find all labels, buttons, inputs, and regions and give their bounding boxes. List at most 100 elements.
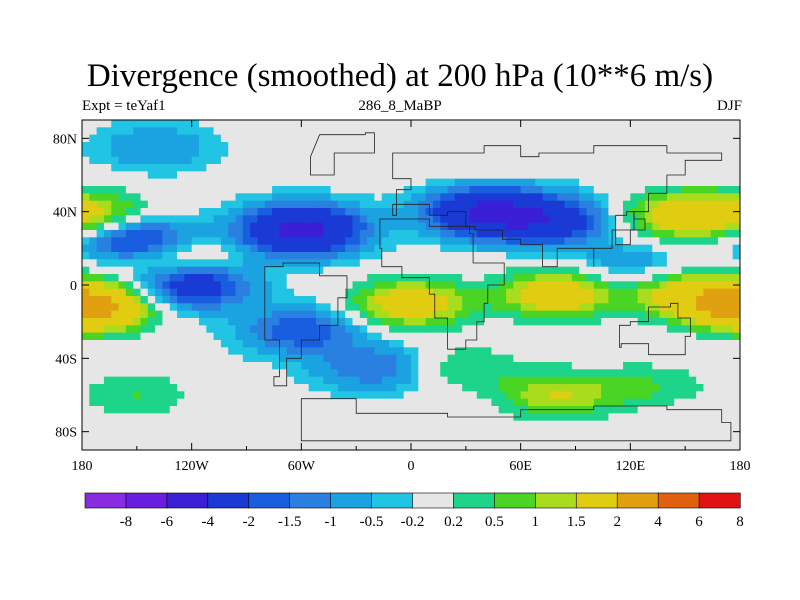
field-cell — [425, 266, 434, 275]
field-cell — [381, 398, 390, 407]
field-cell — [250, 398, 259, 407]
field-cell — [235, 428, 244, 436]
field-cell — [294, 252, 302, 260]
field-cell — [242, 406, 251, 414]
colorbar-swatch — [453, 492, 495, 509]
field-cell — [118, 186, 127, 194]
field-cell — [623, 156, 631, 165]
field-cell — [557, 274, 566, 282]
field-cell — [184, 164, 193, 172]
field-cell — [549, 164, 558, 172]
field-cell — [272, 127, 280, 136]
field-cell — [659, 420, 668, 429]
field-cell — [623, 288, 631, 297]
field-cell — [513, 208, 522, 216]
field-cell — [513, 318, 522, 326]
field-cell — [389, 259, 397, 268]
field-cell — [381, 406, 390, 414]
field-cell — [352, 127, 361, 136]
field-cell — [608, 208, 617, 216]
field-cell — [732, 244, 740, 253]
field-cell — [491, 442, 500, 450]
field-cell — [571, 237, 580, 246]
field-cell — [330, 127, 339, 136]
field-cell — [447, 332, 456, 341]
field-cell — [155, 266, 164, 275]
field-cell — [535, 340, 544, 348]
field-cell — [732, 369, 740, 378]
field-cell — [133, 274, 142, 282]
field-cell — [688, 244, 697, 253]
field-cell — [220, 325, 229, 334]
field-cell — [133, 134, 142, 143]
field-cell — [623, 244, 631, 253]
field-cell — [418, 164, 427, 172]
field-cell — [198, 354, 207, 363]
field-cell — [644, 222, 653, 231]
field-cell — [147, 186, 156, 194]
field-cell — [644, 259, 653, 268]
field-cell — [235, 354, 244, 363]
field-cell — [272, 303, 280, 312]
field-cell — [498, 134, 507, 143]
field-cell — [191, 164, 200, 172]
field-cell — [264, 281, 273, 290]
field-cell — [710, 325, 719, 334]
field-cell — [82, 266, 90, 275]
field-cell — [162, 274, 171, 282]
field-cell — [103, 398, 112, 407]
field-cell — [666, 259, 675, 268]
field-cell — [177, 340, 185, 348]
field-cell — [191, 193, 200, 202]
field-cell — [535, 391, 544, 400]
field-cell — [140, 200, 149, 209]
field-cell — [520, 208, 529, 216]
field-cell — [681, 435, 690, 444]
field-cell — [513, 376, 522, 385]
field-cell — [513, 259, 522, 268]
field-cell — [535, 398, 544, 407]
field-cell — [389, 362, 397, 370]
field-cell — [506, 186, 514, 194]
field-cell — [564, 413, 573, 422]
field-cell — [454, 428, 463, 436]
field-cell — [89, 391, 98, 400]
field-cell — [403, 428, 412, 436]
field-cell — [432, 230, 441, 238]
field-cell — [242, 244, 251, 253]
y-tick-label: 80N — [53, 132, 77, 147]
field-cell — [520, 244, 529, 253]
field-cell — [549, 369, 558, 378]
field-cell — [315, 303, 324, 312]
field-cell — [352, 288, 361, 297]
field-cell — [294, 384, 302, 392]
field-cell — [579, 442, 588, 450]
field-cell — [381, 413, 390, 422]
field-cell — [659, 200, 668, 209]
field-cell — [403, 252, 412, 260]
field-cell — [352, 347, 361, 356]
field-cell — [674, 369, 683, 378]
field-cell — [440, 200, 449, 209]
field-cell — [725, 200, 734, 209]
field-cell — [564, 398, 573, 407]
field-cell — [133, 266, 142, 275]
field-cell — [96, 156, 105, 165]
field-cell — [118, 259, 127, 268]
field-cell — [579, 347, 588, 356]
field-cell — [140, 325, 149, 334]
field-cell — [549, 208, 558, 216]
field-cell — [213, 303, 222, 312]
field-cell — [96, 164, 105, 172]
colorbar-swatch — [166, 492, 209, 509]
field-cell — [447, 376, 456, 385]
field-cell — [571, 384, 580, 392]
field-cell — [637, 332, 646, 341]
field-cell — [644, 244, 653, 253]
field-cell — [352, 376, 361, 385]
field-cell — [476, 186, 485, 194]
field-cell — [579, 215, 588, 224]
field-cell — [147, 127, 156, 136]
field-cell — [301, 398, 310, 407]
field-cell — [557, 156, 566, 165]
